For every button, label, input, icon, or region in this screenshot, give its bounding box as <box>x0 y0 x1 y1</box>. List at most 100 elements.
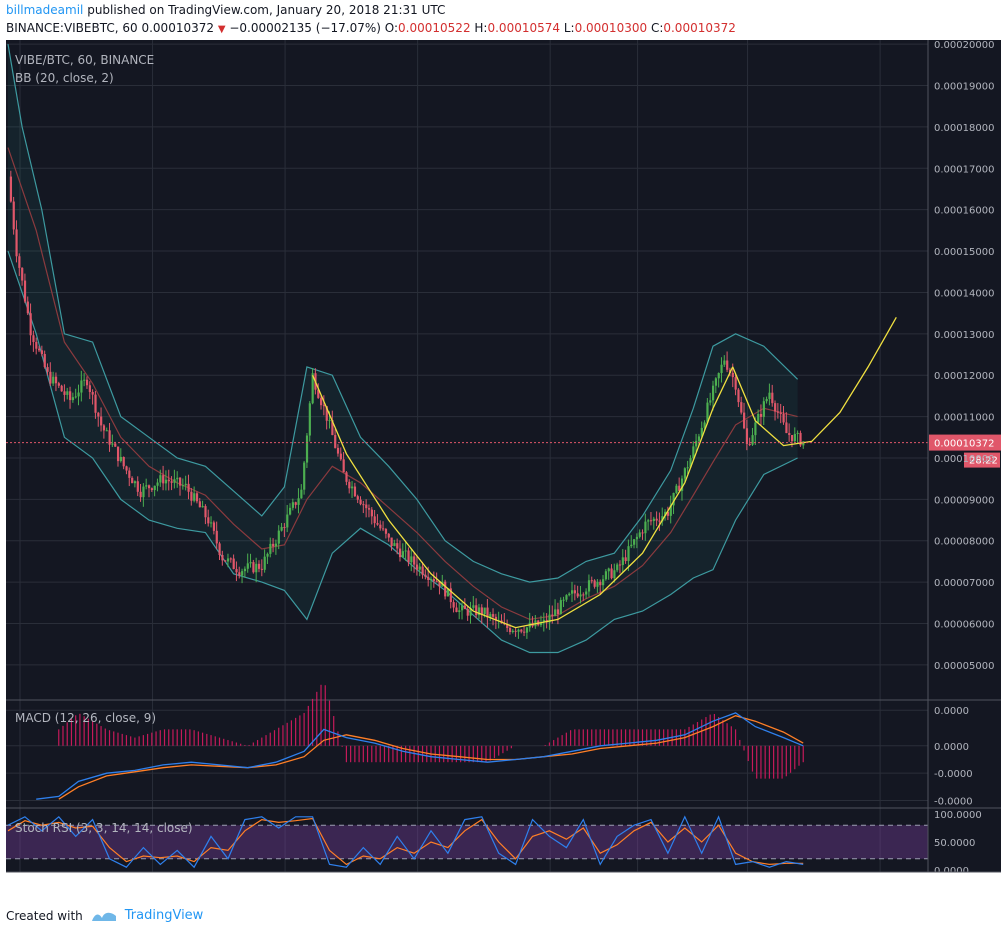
candle-body <box>480 607 483 615</box>
stoch-d-line <box>7 817 804 866</box>
candle-body <box>353 486 357 497</box>
candle-body <box>365 504 368 509</box>
y-tick-label: 0.00018000 <box>934 123 994 134</box>
time-axis-strip <box>6 872 1001 902</box>
candle-body <box>173 479 176 483</box>
candle-body <box>621 557 624 566</box>
countdown-badge <box>964 452 1000 468</box>
candle-body <box>272 543 275 547</box>
candle-body <box>12 201 15 230</box>
bb-indicator-label: BB (20, close, 2) <box>15 71 114 85</box>
candle-body <box>523 631 526 633</box>
candle-body <box>675 485 678 493</box>
candle-body <box>179 477 182 486</box>
candle-body <box>506 624 509 629</box>
candle-body <box>255 563 258 573</box>
candle-body <box>655 518 658 521</box>
candle-body <box>23 280 27 302</box>
candle-body <box>342 459 345 473</box>
candle-body <box>201 506 204 508</box>
bb-upper-line <box>7 43 799 583</box>
candle-body <box>475 605 478 616</box>
candle-body <box>345 472 348 482</box>
candle-body <box>680 478 684 491</box>
candle-body <box>283 526 286 528</box>
candle-body <box>466 609 469 616</box>
candle-body <box>666 511 670 516</box>
candle-body <box>689 458 692 468</box>
candle-body <box>252 562 255 573</box>
author-link[interactable]: billmadeamil <box>6 3 84 17</box>
candle-body <box>449 588 452 603</box>
y-tick-label: 0.00008000 <box>934 537 994 548</box>
candle-body <box>49 371 52 384</box>
candle-body <box>686 467 689 469</box>
candle-body <box>286 514 289 528</box>
candle-body <box>717 373 720 379</box>
candle-body <box>745 428 749 444</box>
candle-body <box>74 396 77 398</box>
footer: Created with TradingView <box>6 908 203 923</box>
candle-body <box>362 504 365 506</box>
candle-body <box>379 524 382 529</box>
candle-body <box>38 348 41 351</box>
projection-curve-drawing <box>732 316 897 447</box>
candle-body <box>320 397 323 406</box>
candle-body <box>613 570 616 579</box>
candle-body <box>142 486 145 498</box>
candle-body <box>435 581 438 583</box>
candle-body <box>582 594 585 596</box>
symbol-info-line: BINANCE:VIBEBTC, 60 0.00010372 ▼ −0.0000… <box>6 21 736 35</box>
candle-body <box>542 619 545 623</box>
candle-body <box>709 400 712 403</box>
y-tick-label: 0.00017000 <box>934 164 994 175</box>
candle-body <box>635 536 639 540</box>
candle-body <box>398 548 402 558</box>
candle-body <box>785 422 788 434</box>
candle-body <box>43 354 46 368</box>
candle-body <box>235 569 238 573</box>
candle-body <box>18 256 21 268</box>
y-tick-label: 0.00015000 <box>934 247 994 258</box>
high-value: 0.00010574 <box>487 21 561 35</box>
macd-y-tick-label: -0.0000 <box>934 797 973 808</box>
close-label: C: <box>650 21 664 35</box>
candle-body <box>311 373 314 404</box>
candle-body <box>432 579 436 582</box>
axes: 0.00005000 0.00006000 0.00007000 0.00008000… <box>6 40 1001 902</box>
candle-body <box>548 614 551 623</box>
candle-body <box>430 579 433 581</box>
candle-body <box>410 556 413 563</box>
publication-line: billmadeamil published on TradingView.co… <box>6 3 445 17</box>
candle-body <box>723 360 726 365</box>
candle-body <box>517 629 520 632</box>
candle-body <box>641 532 644 534</box>
candle-body <box>652 518 655 522</box>
candle-body <box>111 443 114 445</box>
candle-body <box>246 563 249 569</box>
candle-body <box>85 379 89 386</box>
candle-body <box>204 506 207 518</box>
candle-body <box>669 505 672 516</box>
macd-y-tick-label: -0.0000 <box>934 769 973 780</box>
candle-body <box>587 580 591 592</box>
candle-body <box>695 440 698 447</box>
candle-body <box>596 581 599 587</box>
candle-body <box>788 433 791 436</box>
candle-body <box>139 491 142 498</box>
candle-body <box>181 485 185 487</box>
candle-body <box>384 528 388 534</box>
candle-body <box>520 629 523 632</box>
candle-body <box>472 605 475 608</box>
candle-body <box>100 416 103 426</box>
candle-body <box>489 614 492 618</box>
candle-body <box>604 571 608 580</box>
candle-body <box>774 403 777 412</box>
chart-canvas[interactable]: 0.00010372 28:22 0.0000 0.0000 -0.0000 -0.00… <box>6 40 1001 902</box>
candle-body <box>802 441 805 446</box>
candle-body <box>630 544 633 547</box>
tradingview-brand-link[interactable]: TradingView <box>124 908 204 923</box>
candle-body <box>771 392 774 404</box>
candle-body <box>289 507 292 515</box>
candle-body <box>376 523 379 525</box>
